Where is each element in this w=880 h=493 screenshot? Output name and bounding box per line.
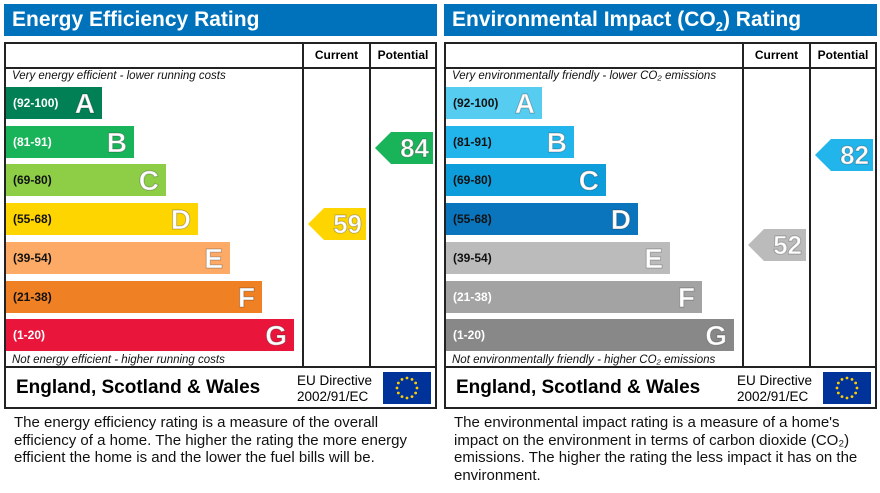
bottom-note: Not environmentally friendly - higher CO… — [452, 354, 716, 366]
top-note: Very environmentally friendly - lower CO… — [452, 70, 717, 82]
band-b: (81-91) B — [446, 125, 574, 158]
eu-directive: EU Directive 2002/91/EC — [737, 373, 812, 405]
panel-title: Energy Efficiency Rating — [4, 4, 437, 36]
band-range: (81-91) — [453, 134, 492, 149]
band-letter: E — [644, 242, 664, 274]
band-g: (1-20) G — [6, 319, 294, 352]
band-letter: C — [138, 165, 159, 197]
band-letter: G — [265, 320, 288, 352]
band-e: (39-54) E — [6, 241, 230, 274]
band-letter: D — [170, 204, 191, 236]
current-rating-arrow: 52 — [748, 229, 806, 261]
eu-directive: EU Directive 2002/91/EC — [297, 373, 372, 405]
band-letter: F — [677, 281, 695, 313]
band-range: (92-100) — [453, 96, 499, 110]
top-note: Very energy efficient - lower running co… — [12, 70, 226, 82]
band-range: (1-20) — [13, 328, 46, 343]
potential-column-header: Potential — [817, 48, 869, 62]
band-d: (55-68) D — [446, 203, 638, 236]
potential-rating-arrow: 84 — [375, 132, 433, 164]
band-g: (1-20) G — [446, 319, 734, 352]
description: The energy efficiency rating is a measur… — [14, 414, 408, 466]
band-letter: F — [237, 281, 255, 313]
title-text: Environmental Impact (CO — [452, 8, 716, 31]
band-range: (55-68) — [453, 212, 492, 227]
region-label: England, Scotland & Wales — [16, 377, 261, 398]
directive-line2: 2002/91/EC — [297, 389, 369, 404]
band-letter: D — [610, 204, 631, 236]
band-letter: B — [106, 126, 127, 158]
band-range: (39-54) — [13, 250, 52, 265]
potential-column-header: Potential — [377, 48, 429, 62]
band-letter: B — [546, 126, 567, 158]
title-end: ) Rating — [722, 8, 802, 31]
eu-flag-icon — [823, 372, 871, 404]
band-a: (92-100) A — [6, 87, 102, 120]
band-f: (21-38) F — [446, 280, 702, 313]
band-range: (21-38) — [13, 289, 52, 304]
band-range: (92-100) — [13, 96, 59, 110]
panel-title: Environmental Impact (CO2) Rating — [444, 4, 877, 36]
region-label: England, Scotland & Wales — [456, 377, 701, 398]
title-text: Energy Efficiency Rating — [12, 8, 260, 31]
current-rating-arrow: 59 — [308, 208, 366, 240]
band-letter: A — [74, 88, 95, 120]
band-b: (81-91) B — [6, 125, 134, 158]
potential-rating-arrow: 82 — [815, 139, 873, 171]
energy-efficiency-panel: Energy Efficiency Rating Current Potenti… — [4, 4, 437, 493]
band-letter: C — [578, 165, 599, 197]
band-c: (69-80) C — [446, 164, 606, 197]
band-letter: A — [514, 88, 535, 120]
band-c: (69-80) C — [6, 164, 166, 197]
current-column-header: Current — [314, 48, 359, 62]
band-range: (81-91) — [13, 134, 52, 149]
band-range: (55-68) — [13, 212, 52, 227]
band-range: (39-54) — [453, 250, 492, 265]
band-letter: E — [204, 242, 224, 274]
band-range: (69-80) — [453, 173, 492, 188]
band-d: (55-68) D — [6, 203, 198, 236]
band-f: (21-38) F — [6, 280, 262, 313]
rating-table: Current Potential Very environmentally f… — [444, 42, 877, 409]
band-range: (69-80) — [13, 173, 52, 188]
current-column-header: Current — [754, 48, 799, 62]
band-range: (1-20) — [453, 328, 486, 343]
band-a: (92-100) A — [446, 87, 542, 120]
title-subscript: 2 — [715, 19, 723, 35]
environmental-impact-panel: Environmental Impact (CO2) Rating Curren… — [444, 4, 877, 493]
directive-line1: EU Directive — [297, 373, 373, 388]
band-letter: G — [705, 320, 728, 352]
band-range: (21-38) — [453, 289, 492, 304]
eu-flag-icon — [383, 372, 431, 404]
band-e: (39-54) E — [446, 241, 670, 274]
directive-line1: EU Directive — [737, 373, 813, 388]
description: The environmental impact rating is a mea… — [454, 414, 858, 484]
directive-line2: 2002/91/EC — [737, 389, 809, 404]
rating-table: Current Potential Very energy efficient … — [4, 42, 437, 409]
bottom-note: Not energy efficient - higher running co… — [12, 354, 225, 366]
